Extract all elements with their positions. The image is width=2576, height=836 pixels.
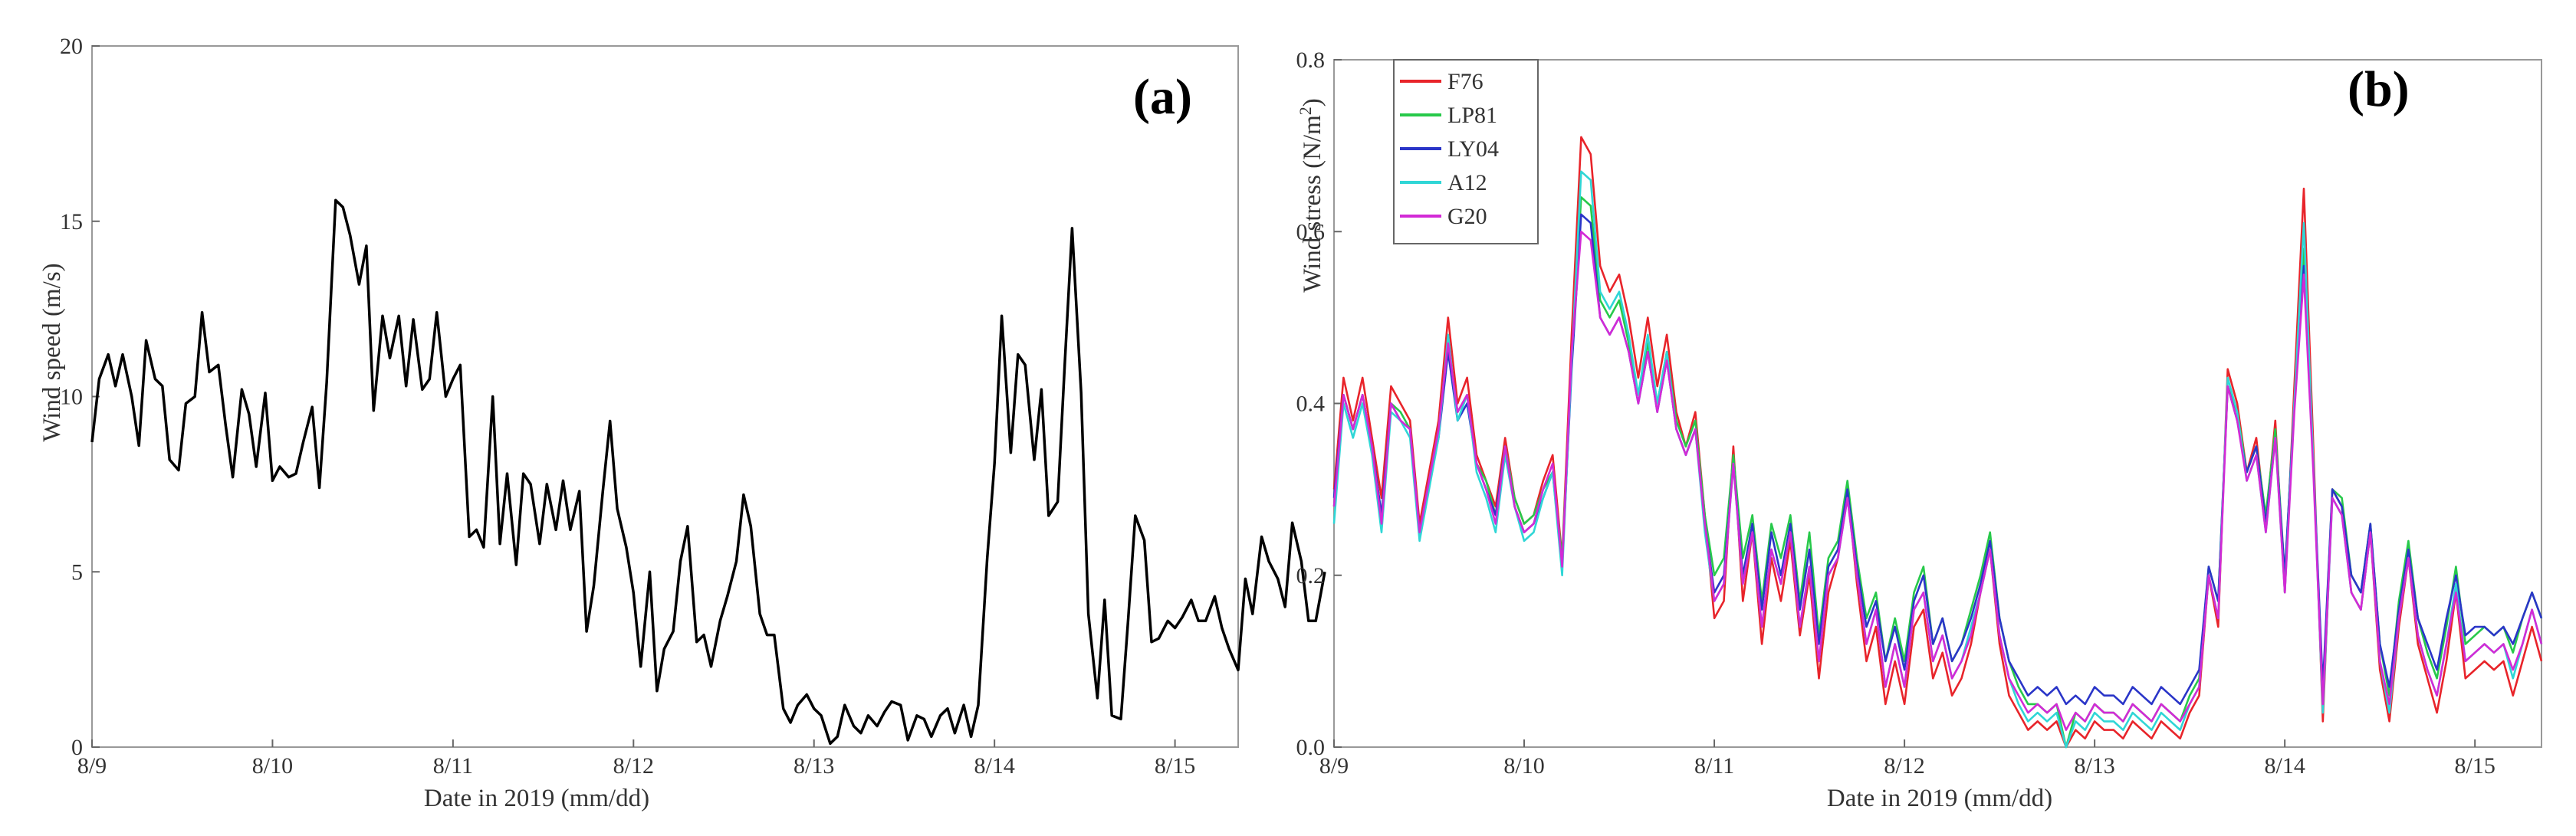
x-tick-label: 8/13: [2074, 753, 2114, 779]
x-tick-label: 8/11: [433, 753, 473, 779]
y-tick-label: 0.2: [1296, 563, 1326, 588]
legend-label-f76: F76: [1447, 69, 1484, 94]
x-axis-label-a: Date in 2019 (mm/dd): [424, 785, 649, 812]
x-tick-label: 8/14: [974, 753, 1014, 779]
x-tick-label: 8/12: [1884, 753, 1924, 779]
y-tick-label: 0: [71, 735, 83, 760]
series-group-a: [90, 198, 1326, 746]
x-tick-label: 8/13: [794, 753, 834, 779]
x-tick-label: 8/9: [77, 753, 107, 779]
legend-b: F76 LP81 LY04 A12 G20: [1393, 59, 1539, 244]
legend-label-g20: G20: [1447, 204, 1487, 229]
chart-panel-b: 8/9 8/10 8/11 8/12 8/13 8/14 8/15 0.0 0.2 0.4 0.6 0…: [1296, 48, 2543, 812]
x-tick-label: 8/10: [252, 753, 293, 779]
y-tick-label: 5: [71, 559, 83, 585]
panel-label-b: (b): [2348, 61, 2410, 117]
y-tick-label: 15: [60, 209, 83, 234]
series-group-b: [1332, 136, 2543, 749]
x-tick-label: 8/9: [1319, 753, 1349, 779]
legend-label-ly04: LY04: [1447, 136, 1499, 162]
legend-box: [1393, 59, 1539, 244]
legend-label-a12: A12: [1447, 170, 1487, 195]
y-tick-label: 20: [60, 34, 83, 59]
y-tick-label: 0.0: [1296, 735, 1326, 760]
x-tick-label: 8/11: [1694, 753, 1734, 779]
y-tick-label: 0.6: [1296, 219, 1326, 244]
y-axis-label-b-main: Wind stress (N/m: [1299, 115, 1326, 293]
y-tick-label: 0.8: [1296, 48, 1326, 73]
x-tick-label: 8/15: [2455, 753, 2496, 779]
y-axis-label-a: Wind speed (m/s): [38, 263, 66, 441]
ticks-a: 8/9 8/10 8/11 8/12 8/13 8/14 8/15 0 5 10 15 20: [60, 34, 1195, 779]
x-axis-label-b: Date in 2019 (mm/dd): [1827, 785, 2052, 812]
y-axis-label-b-sup: 2: [1296, 107, 1315, 115]
x-tick-label: 8/12: [613, 753, 654, 779]
plot-area-a: [91, 45, 1239, 748]
panel-label-a: (a): [1133, 69, 1192, 125]
series-line-wind-speed: [90, 198, 1326, 746]
ticks-b: 8/9 8/10 8/11 8/12 8/13 8/14 8/15 0.0 0.2 0.4 0.6 0…: [1296, 48, 2496, 779]
y-axis-label-b: Wind stress (N/m2): [1296, 98, 1326, 292]
legend-label-lp81: LP81: [1447, 103, 1497, 128]
y-tick-label: 10: [60, 385, 83, 410]
series-line-g20: [1332, 231, 2543, 731]
x-tick-label: 8/15: [1155, 753, 1195, 779]
x-tick-label: 8/10: [1503, 753, 1544, 779]
y-axis-label-b-close: ): [1299, 98, 1326, 107]
x-tick-label: 8/14: [2264, 753, 2305, 779]
y-tick-label: 0.4: [1296, 392, 1326, 417]
